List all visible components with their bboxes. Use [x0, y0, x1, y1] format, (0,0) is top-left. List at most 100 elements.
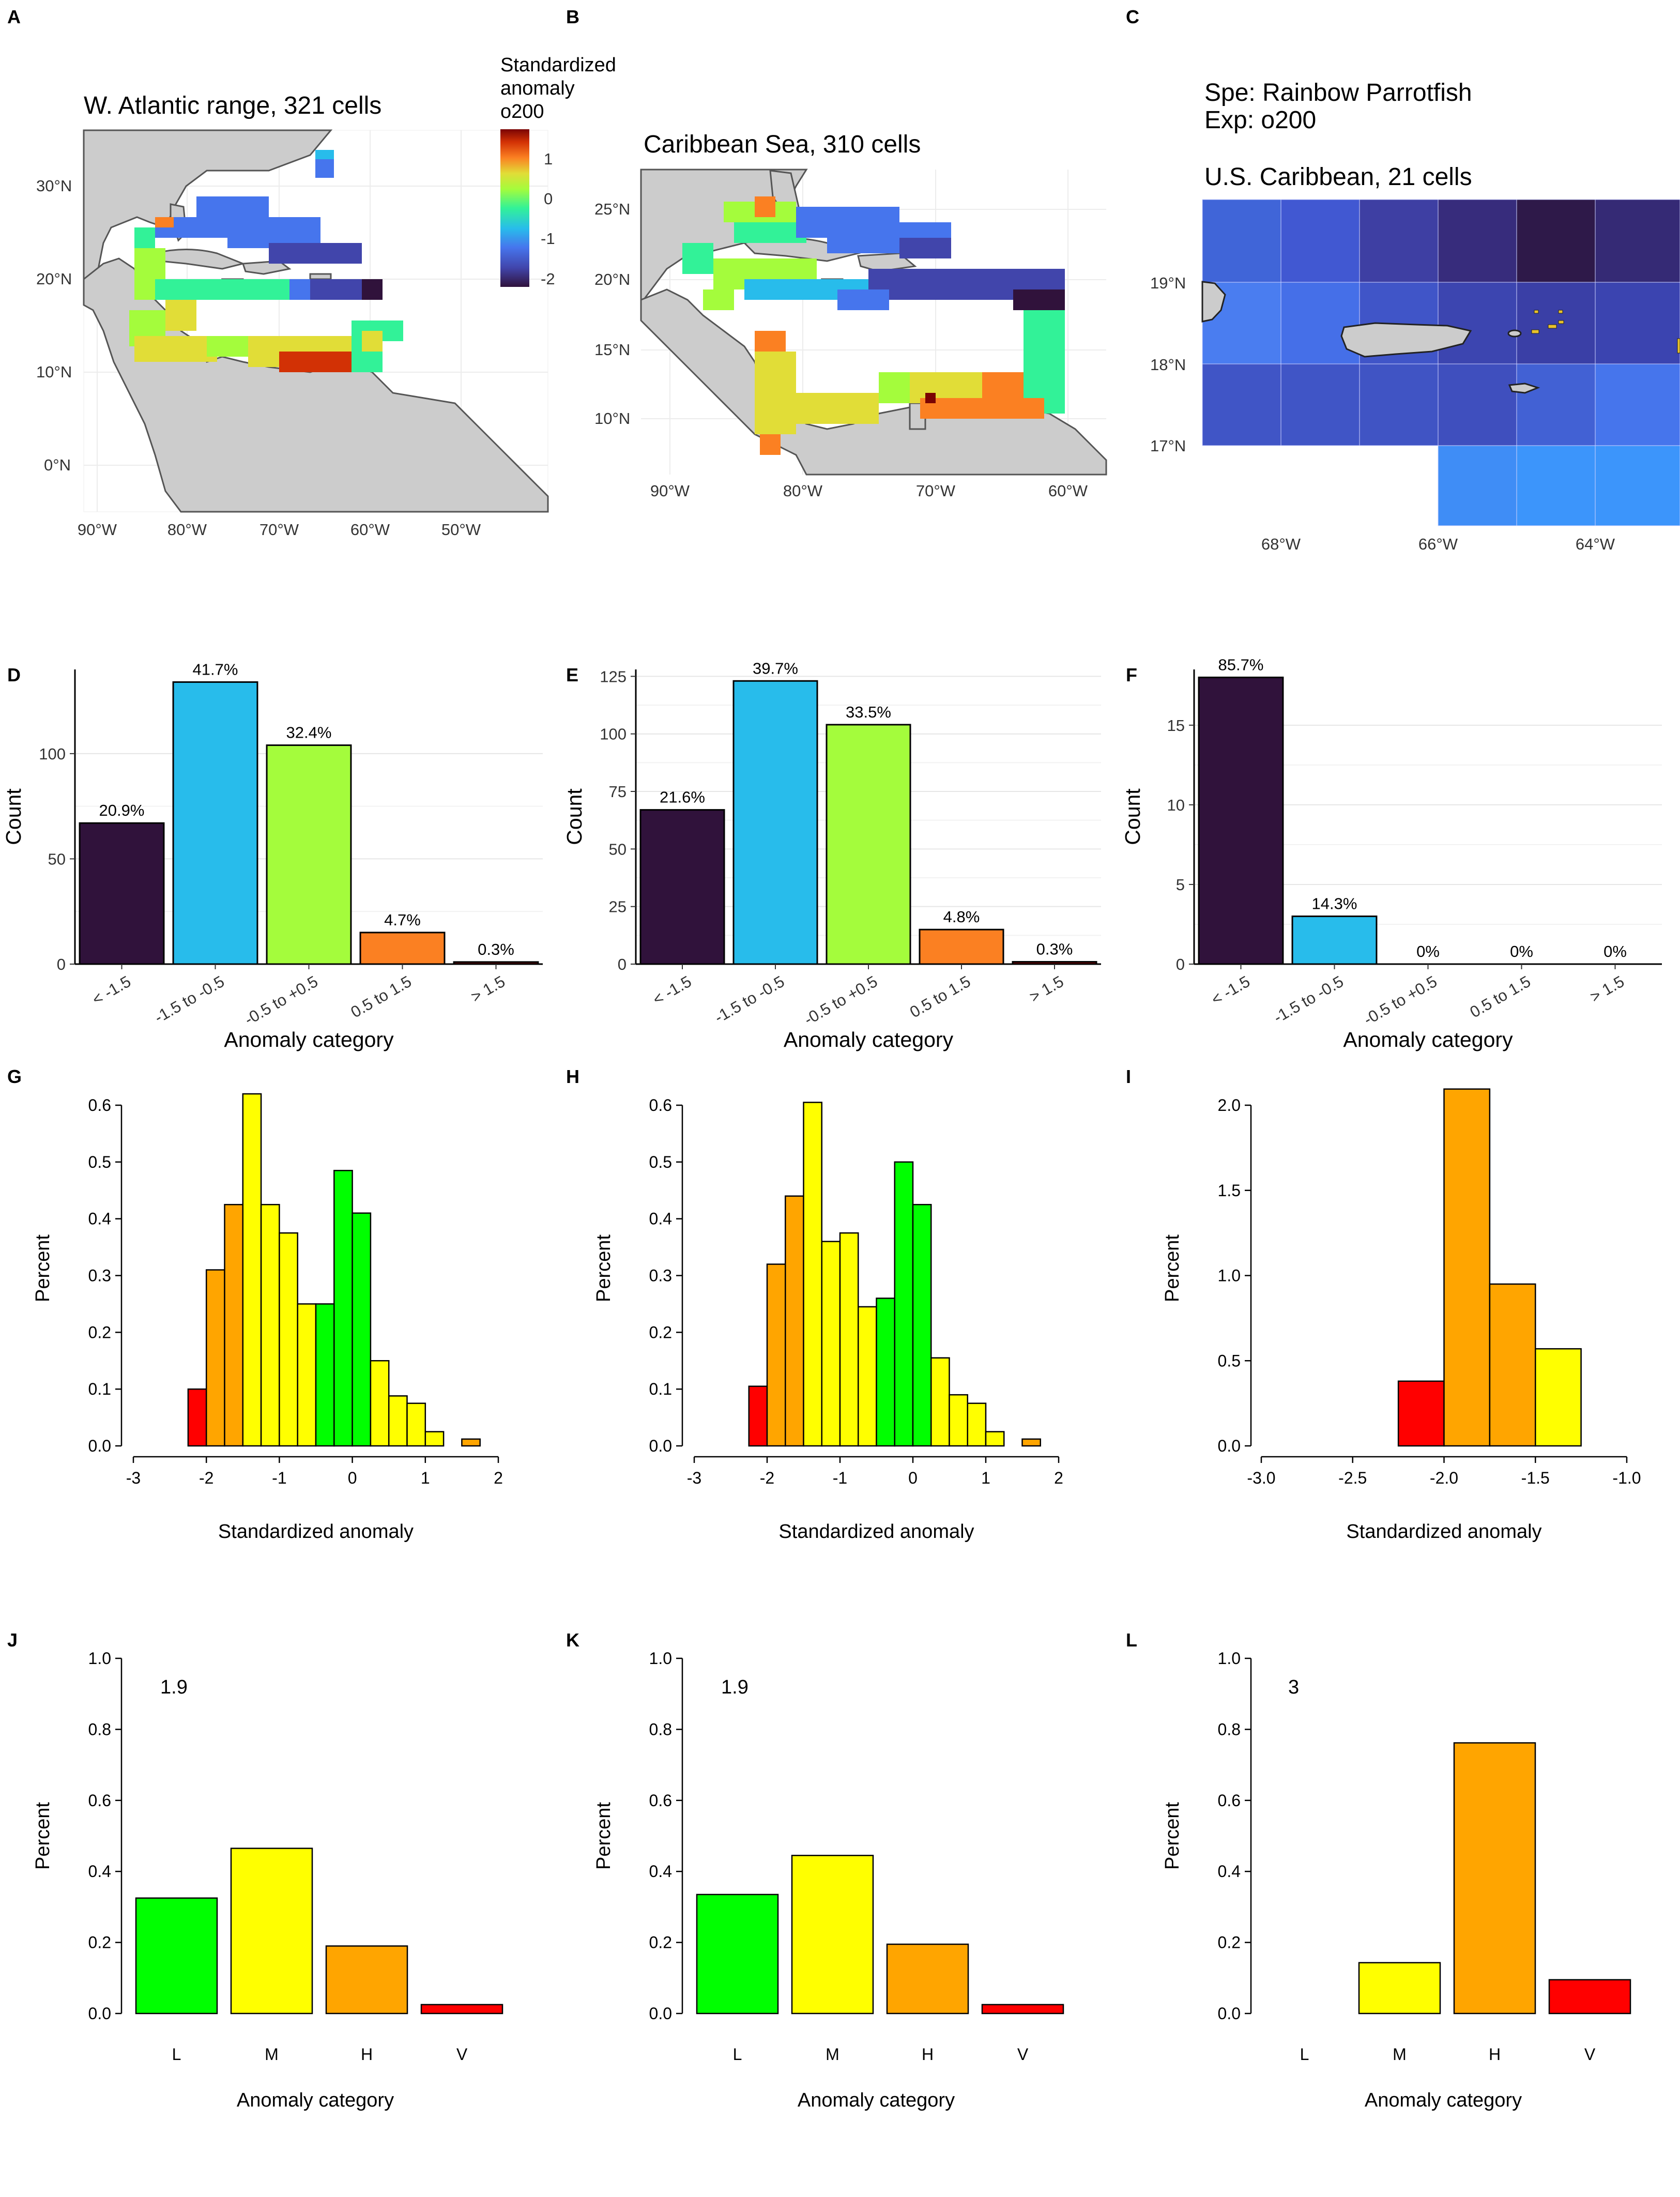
y-tick-label: 50: [48, 850, 66, 868]
x-tick-label: M: [1393, 2045, 1407, 2064]
x-tick-label: 0.5 to 1.5: [348, 972, 415, 1021]
histogram-bin: [1021, 1438, 1041, 1447]
histogram-bin: [333, 1170, 353, 1447]
y-tick-label: 0.3: [649, 1267, 672, 1285]
x-tick-label: -2.0: [1430, 1469, 1458, 1487]
x-tick-label: H: [361, 2045, 373, 2064]
lat-ticks: 19°N 18°N 17°N: [1150, 274, 1186, 455]
bar: [1198, 676, 1284, 965]
legend-title-line-1: Standardized: [500, 54, 616, 76]
lat-ticks: 30°N 20°N 10°N 0°N: [36, 177, 72, 474]
histogram-bin: [461, 1438, 481, 1447]
x-tick-label: V: [456, 2045, 468, 2064]
bar-value-label: 41.7%: [193, 660, 238, 678]
x-tick-label: L: [172, 2045, 181, 2064]
x-tick-label: 2: [1054, 1469, 1063, 1487]
y-tick-label: 0.4: [88, 1862, 111, 1881]
panel-letter-c: C: [1126, 6, 1139, 27]
histogram-bin: [930, 1357, 950, 1447]
bar-value-label: 0%: [1603, 942, 1627, 960]
lon-ticks: 68°W 66°W 64°W: [1261, 535, 1615, 553]
histogram-bin: [1489, 1283, 1536, 1447]
bar: [919, 928, 1004, 965]
svg-text:70°W: 70°W: [916, 482, 956, 500]
chart-f-category-counts: 0 5 10 15 85.7% < -1.5 14.3% -1.5 to -0.5 0% -0.5…: [1121, 655, 1662, 1051]
y-axis-title: Count: [1121, 788, 1144, 845]
svg-text:-1: -1: [541, 230, 555, 248]
bar-value-label: 33.5%: [846, 703, 891, 721]
y-tick-label: 5: [1176, 876, 1185, 894]
x-tick-label: -1: [833, 1469, 847, 1487]
panel-letter-h: H: [566, 1066, 579, 1087]
y-tick-label: 0: [1176, 955, 1185, 973]
y-tick-label: 0: [618, 955, 627, 973]
histogram-bin: [205, 1269, 225, 1447]
chart-j-category-percent: L M H V 0.0 0.2 0.4 0.6 0.8 1.0 1.9 Anomaly categor…: [32, 1649, 503, 2111]
x-tick-label: -1.5 to -0.5: [1271, 972, 1347, 1027]
bar: [791, 1855, 874, 2015]
y-tick-label: 0.6: [88, 1096, 111, 1115]
histogram-bin: [876, 1298, 895, 1447]
svg-text:60°W: 60°W: [350, 521, 390, 539]
chart-e-category-counts: 0 25 50 75 100 125 21.6% < -1.5 39.7% -1.5 to -0.…: [562, 659, 1101, 1051]
bar: [826, 724, 911, 965]
lon-ticks: 90°W 80°W 70°W 60°W: [650, 482, 1088, 500]
map-caribbean-sea: Caribbean Sea, 310 cells: [594, 131, 1107, 500]
histogram-bin: [839, 1232, 859, 1447]
anomaly-cells: [129, 150, 403, 372]
x-tick-label: -0.5 to +0.5: [241, 972, 321, 1029]
x-tick-label: -3: [687, 1469, 701, 1487]
histogram-bin: [821, 1241, 841, 1447]
chart-k-category-percent: L M H V 0.0 0.2 0.4 0.6 0.8 1.0 1.9 Anomaly categor…: [593, 1649, 1064, 2111]
chart-i-anomaly-histogram: 0.0 0.5 1.0 1.5 2.0 -3.0 -2.5 -2.0 -1.5 -1.0 Stand…: [1162, 1088, 1641, 1543]
svg-text:70°W: 70°W: [259, 521, 299, 539]
y-tick-label: 0.2: [649, 1933, 672, 1952]
x-tick-label: > 1.5: [1587, 972, 1627, 1006]
y-tick-label: 100: [600, 725, 627, 743]
histogram-bin: [894, 1161, 914, 1447]
histogram-bin: [242, 1093, 262, 1447]
bar: [79, 822, 165, 965]
histogram-bin: [803, 1102, 822, 1447]
y-tick-label: 0.1: [88, 1380, 111, 1398]
bar: [639, 809, 725, 965]
y-tick-label: 2.0: [1218, 1096, 1241, 1115]
y-tick-label: 0.4: [88, 1210, 111, 1228]
x-tick-label: < -1.5: [1208, 972, 1253, 1009]
histogram-bin: [388, 1395, 408, 1447]
svg-text:19°N: 19°N: [1150, 274, 1186, 292]
x-tick-label: -2: [760, 1469, 774, 1487]
chart-g-anomaly-histogram: 0.0 0.1 0.2 0.3 0.4 0.5 0.6 -3 -2 -1 0 1 2 Standardiz…: [32, 1093, 503, 1543]
y-axis-title: Count: [562, 788, 586, 845]
chart-l-category-percent: L M H V 0.0 0.2 0.4 0.6 0.8 1.0 3 Anomaly category P…: [1162, 1649, 1631, 2111]
x-tick-label: -1.0: [1612, 1469, 1641, 1487]
y-tick-label: 1.0: [1218, 1649, 1241, 1668]
panel-letter-j: J: [7, 1629, 18, 1651]
bar-value-label: 85.7%: [1218, 655, 1264, 674]
y-tick-label: 0: [57, 955, 66, 973]
y-tick-label: 0.0: [88, 1437, 111, 1455]
y-axis-title: Percent: [1162, 1802, 1183, 1870]
y-tick-label: 25: [609, 898, 627, 916]
annotation-value: 1.9: [160, 1676, 188, 1698]
y-tick-label: 0.0: [88, 2004, 111, 2023]
colorbar-legend: Standardized anomaly o200 1 0 -1 -2: [500, 54, 616, 288]
x-axis-title: Standardized anomaly: [218, 1521, 414, 1543]
x-axis-title: Standardized anomaly: [778, 1521, 974, 1543]
x-axis-title: Anomaly category: [1365, 2089, 1522, 2111]
bar-value-label: 4.8%: [943, 908, 980, 926]
y-axis-title: Percent: [32, 1234, 54, 1302]
x-tick-label: 0.5 to 1.5: [1467, 972, 1534, 1021]
land-masses: [1201, 281, 1540, 394]
y-tick-label: 0.0: [1218, 1437, 1241, 1455]
x-tick-label: -1.5 to -0.5: [151, 972, 227, 1027]
svg-text:90°W: 90°W: [650, 482, 690, 500]
y-tick-label: 0.2: [88, 1323, 111, 1341]
svg-text:80°W: 80°W: [783, 482, 823, 500]
svg-text:15°N: 15°N: [594, 341, 630, 359]
y-tick-label: 0.3: [88, 1267, 111, 1285]
svg-text:-2: -2: [541, 270, 555, 288]
histogram-bin: [224, 1203, 244, 1447]
y-tick-label: 10: [1167, 796, 1185, 814]
y-tick-label: 0.5: [1218, 1351, 1241, 1370]
